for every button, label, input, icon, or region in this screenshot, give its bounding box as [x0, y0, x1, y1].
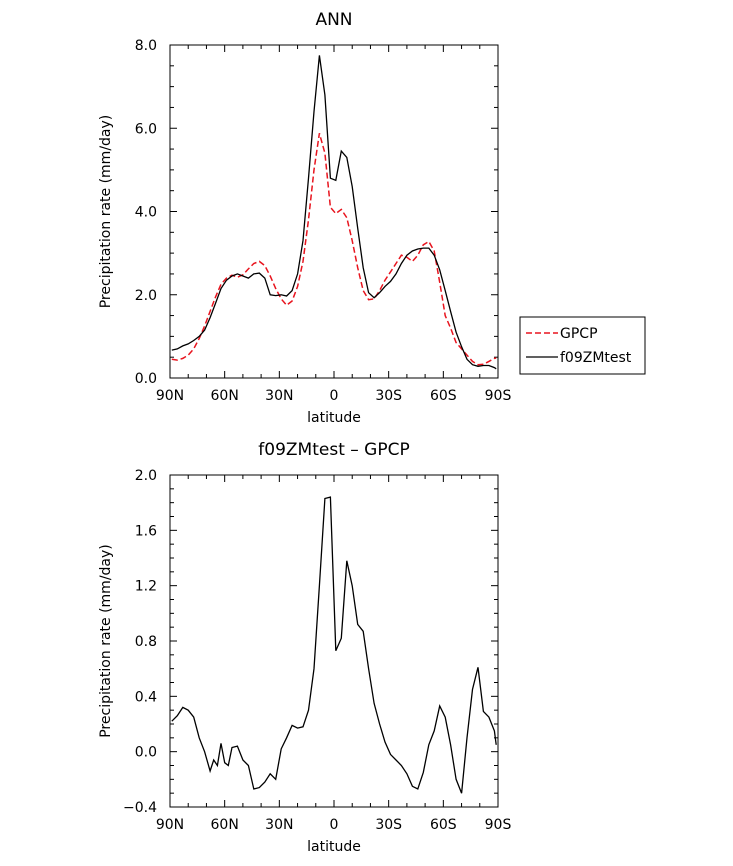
x-tick-label: 90S — [485, 817, 512, 833]
x-tick-label: 30N — [265, 388, 293, 404]
y-tick-label: 0.0 — [135, 371, 157, 387]
x-tick-label: 60S — [430, 388, 457, 404]
chart-title: f09ZMtest – GPCP — [258, 440, 409, 460]
series-line-gpcp — [171, 133, 497, 366]
chart-title: ANN — [315, 10, 352, 30]
legend: GPCP f09ZMtest — [519, 316, 646, 375]
x-tick-label: 30S — [375, 817, 402, 833]
legend-label: GPCP — [560, 326, 598, 342]
y-axis-label: Precipitation rate (mm/day) — [98, 544, 114, 738]
legend-label: f09ZMtest — [560, 350, 632, 366]
x-tick-label: 60S — [430, 817, 457, 833]
legend-box — [519, 316, 646, 375]
x-tick-label: 0 — [330, 817, 339, 833]
series-line-f09zmtest — [171, 55, 497, 370]
y-tick-label: 1.6 — [135, 523, 157, 539]
y-tick-label: 6.0 — [135, 121, 157, 137]
y-tick-label: 1.2 — [135, 579, 157, 595]
y-tick-label: 0.4 — [135, 689, 157, 705]
y-tick-label: 4.0 — [135, 205, 157, 221]
y-tick-label: 0.0 — [135, 745, 157, 761]
x-tick-label: 90N — [156, 817, 184, 833]
y-tick-label: 2.0 — [135, 468, 157, 484]
y-tick-label: 0.8 — [135, 634, 157, 650]
y-axis-label: Precipitation rate (mm/day) — [98, 115, 114, 309]
chart-panel-1: ANN 90N 60N 30N 0 30S 60S 90S 0.0 2.0 4.0 6.0 8.0 lat… — [98, 10, 646, 426]
x-tick-label: 90N — [156, 388, 184, 404]
y-tick-label: 8.0 — [135, 38, 157, 54]
x-tick-label: 90S — [485, 388, 512, 404]
x-tick-label: 30N — [265, 817, 293, 833]
chart-panel-2: f09ZMtest – GPCP 90N 60N 30N 0 30S 60S 90S −0.4 0… — [98, 440, 511, 855]
y-tick-label: 2.0 — [135, 288, 157, 304]
x-tick-label: 60N — [211, 817, 239, 833]
x-tick-label: 0 — [330, 388, 339, 404]
x-tick-label: 60N — [211, 388, 239, 404]
x-axis-label: latitude — [307, 839, 361, 855]
y-tick-label: −0.4 — [123, 800, 157, 816]
x-tick-label: 30S — [375, 388, 402, 404]
series-line-difference — [171, 496, 497, 794]
x-axis-label: latitude — [307, 410, 361, 426]
